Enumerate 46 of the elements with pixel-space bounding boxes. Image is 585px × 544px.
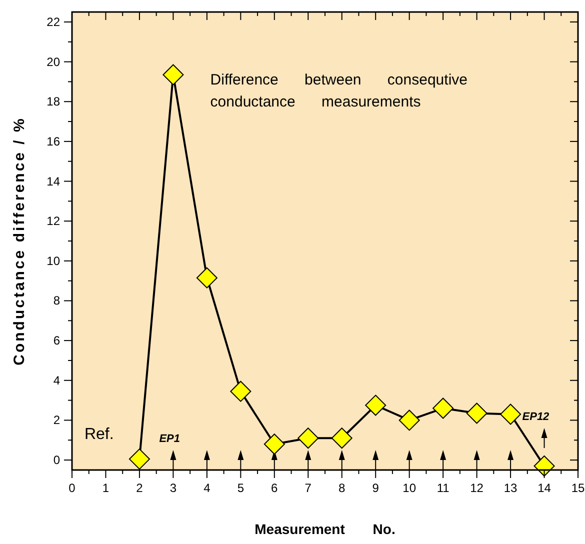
x-tick-label: 3 <box>170 481 177 495</box>
point <box>128 448 150 470</box>
y-tick-label: 0 <box>53 453 60 468</box>
x-tick-label: 5 <box>237 481 244 495</box>
y-tick-label: 10 <box>46 254 60 268</box>
point <box>331 428 352 449</box>
annotation: Ref. <box>84 426 114 444</box>
x-tick-label: 10 <box>402 481 416 495</box>
y-tick-label: 12 <box>46 214 60 228</box>
y-tick-label: 14 <box>46 174 60 188</box>
point <box>298 428 319 449</box>
annotation: EP1 <box>159 433 180 445</box>
x-tick-label: 14 <box>538 481 552 495</box>
point <box>398 410 420 431</box>
point <box>196 267 218 288</box>
y-axis-title: Conductance difference / % <box>11 116 28 366</box>
x-tick-label: 6 <box>271 481 278 495</box>
annotation: EP12 <box>522 411 550 423</box>
point <box>264 434 285 455</box>
y-tick-label: 4 <box>53 373 60 388</box>
point <box>162 64 184 86</box>
x-tick-label: 9 <box>372 481 380 495</box>
x-tick-label: 2 <box>136 481 144 495</box>
y-tick-label: 6 <box>53 334 60 348</box>
x-axis-title: Measurement No. <box>254 521 396 537</box>
y-tick-label: 16 <box>46 134 60 148</box>
y-tick-label: 22 <box>46 14 60 29</box>
annotation: Difference between consequtive conductance measurements <box>210 72 468 111</box>
point <box>466 402 488 424</box>
point <box>365 394 386 416</box>
x-tick-label: 15 <box>571 481 585 495</box>
y-tick-label: 8 <box>53 294 60 308</box>
point <box>500 404 522 425</box>
x-tick-label: 4 <box>204 481 211 495</box>
x-tick-label: 13 <box>504 481 518 495</box>
point <box>432 398 454 419</box>
x-tick-label: 11 <box>436 481 450 495</box>
y-tick-label: 18 <box>46 94 60 109</box>
x-tick-label: 1 <box>102 481 110 495</box>
y-tick-label: 20 <box>46 54 60 69</box>
point <box>230 380 252 402</box>
x-tick-label: 12 <box>470 481 484 495</box>
x-tick-label: 0 <box>68 481 76 495</box>
x-tick-label: 7 <box>304 481 312 495</box>
x-tick-label: 8 <box>338 481 346 495</box>
y-tick-label: 2 <box>53 413 60 428</box>
